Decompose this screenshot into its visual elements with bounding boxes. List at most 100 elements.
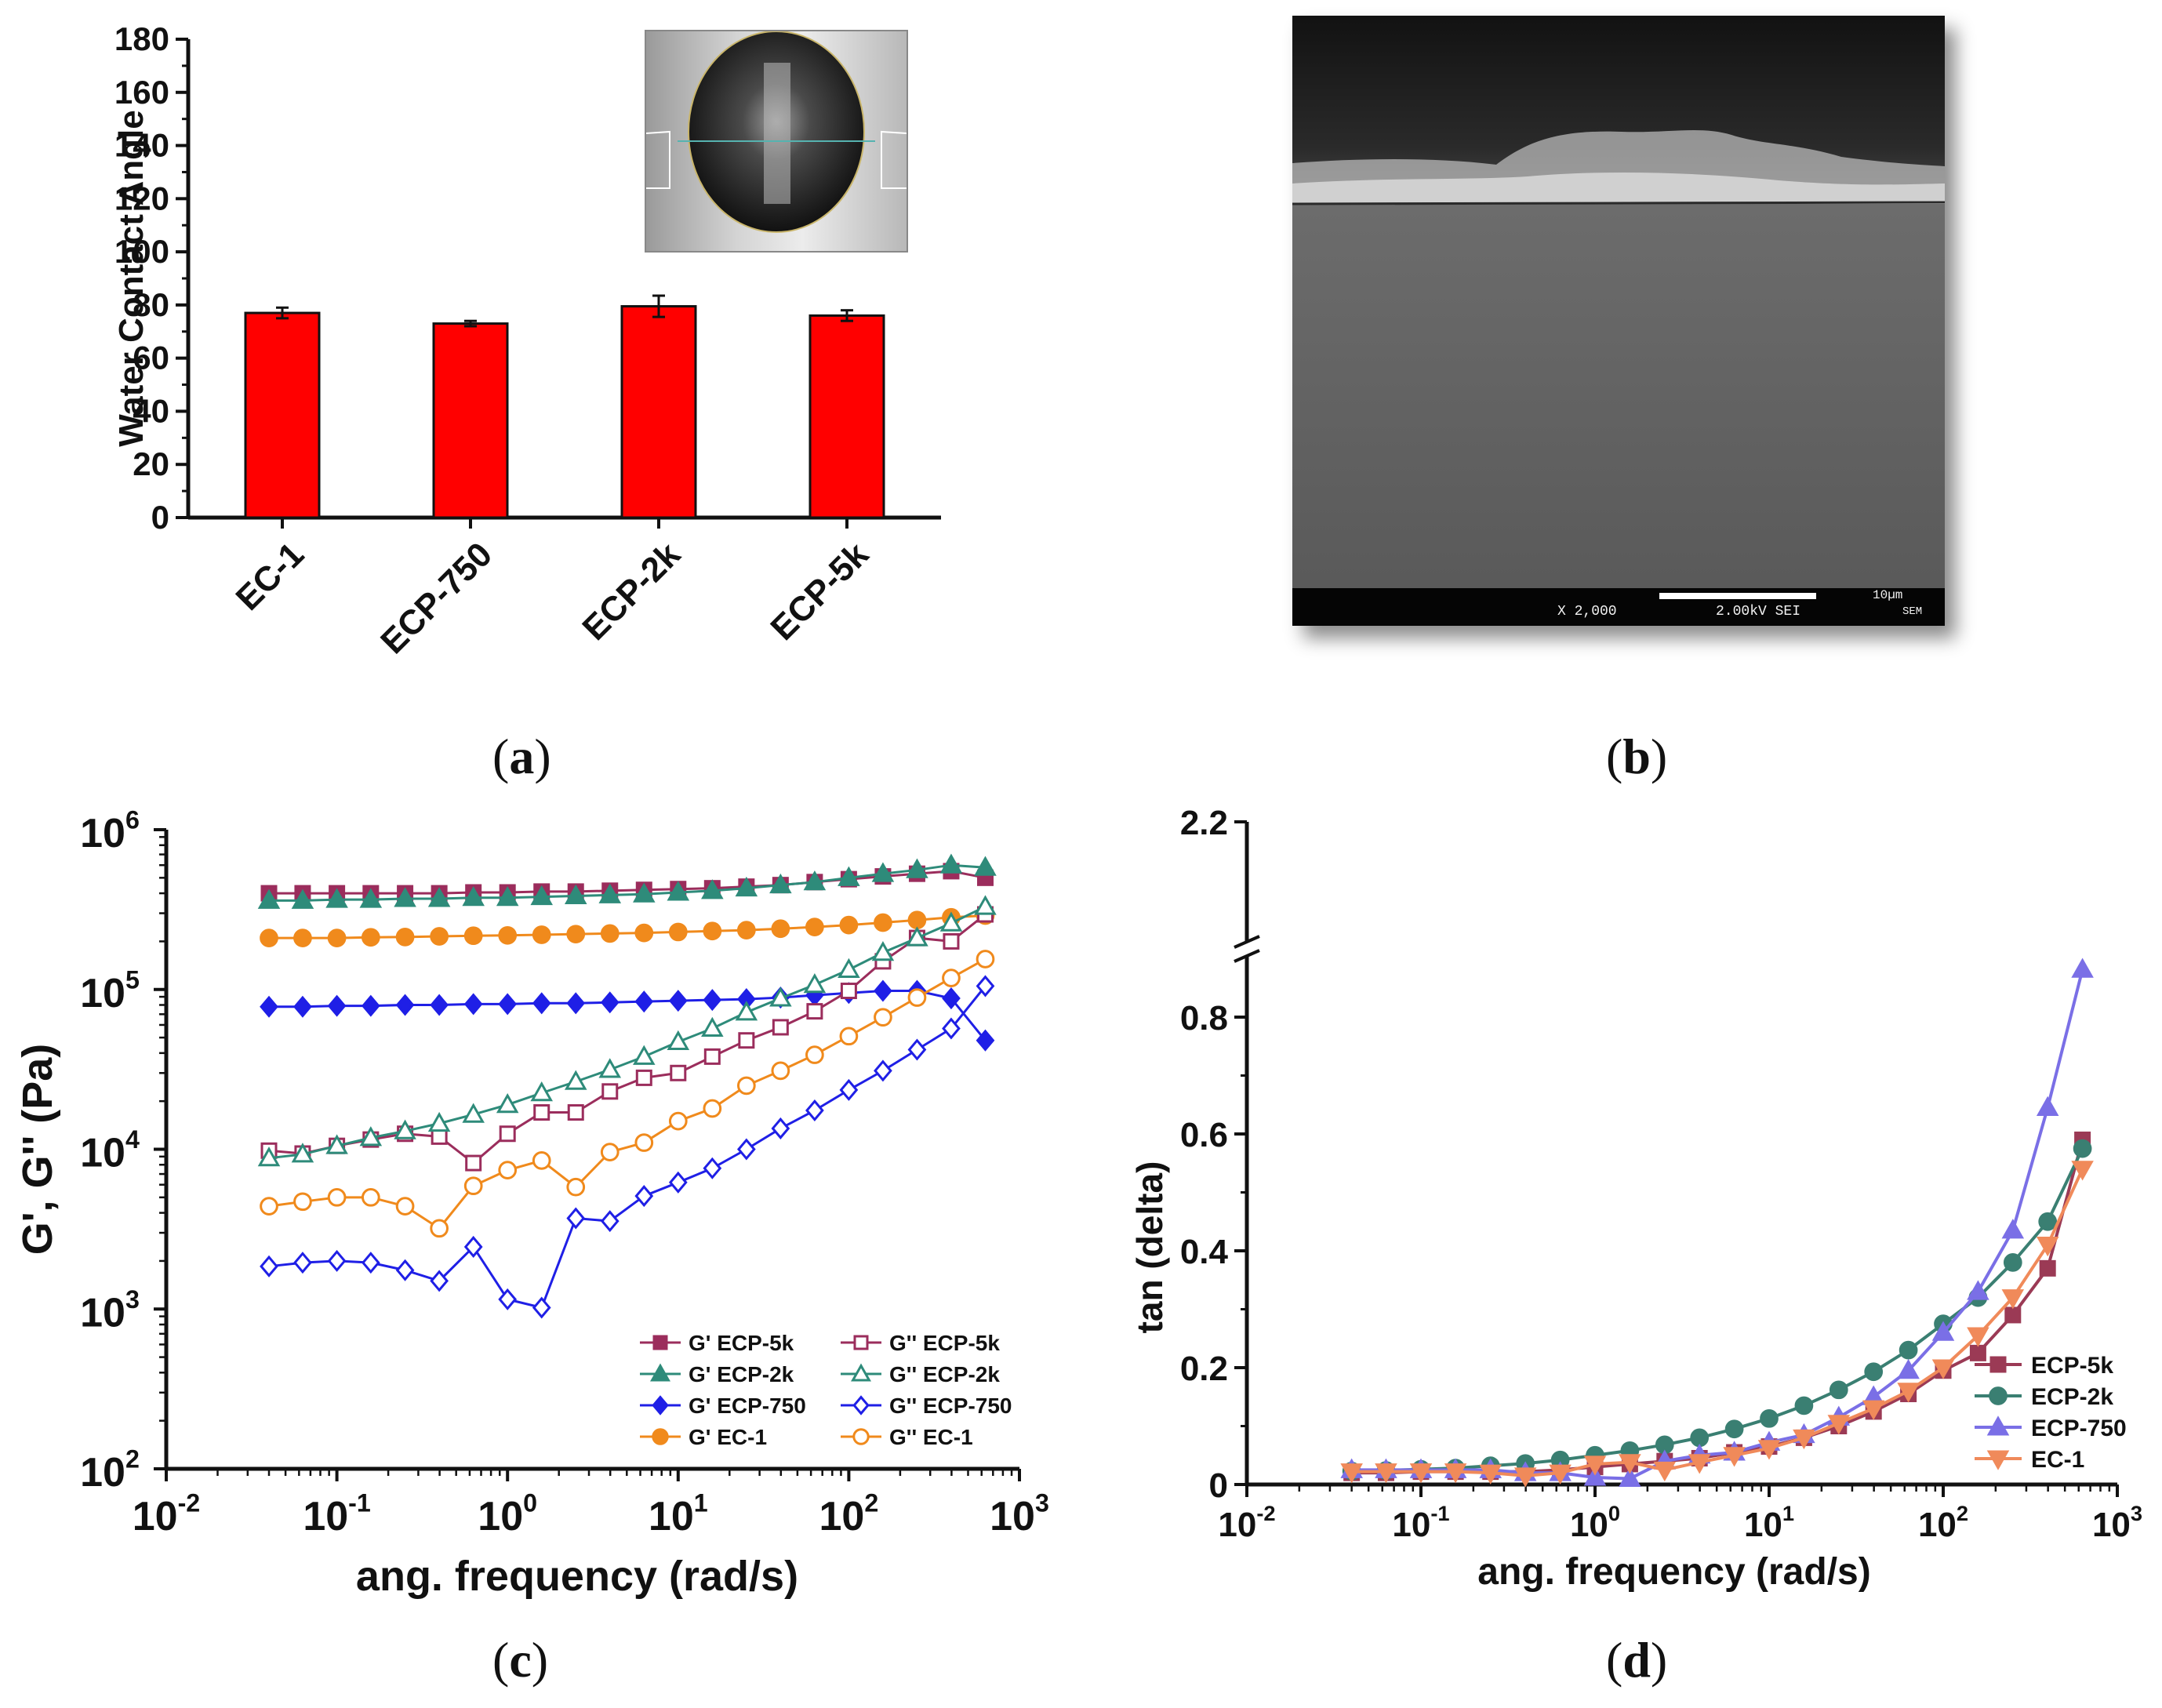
- c-point: [871, 941, 895, 961]
- c-point: [463, 1176, 483, 1196]
- c-point: [670, 1064, 687, 1081]
- c-point: [840, 983, 857, 1000]
- d-y-axis-label: tan (delta): [1129, 1161, 1170, 1334]
- c-point: [771, 1061, 790, 1081]
- panel-label-a: (a): [492, 729, 551, 784]
- c-point: [498, 1288, 518, 1310]
- c-point: [361, 1252, 380, 1274]
- d-point: [2003, 1253, 2022, 1272]
- c-point: [566, 1177, 586, 1197]
- c-point: [805, 1099, 824, 1122]
- c-point: [327, 1249, 347, 1272]
- svg-text:103: 103: [2092, 1501, 2142, 1544]
- svg-text:10-1: 10-1: [303, 1489, 371, 1539]
- d-point: [1724, 1419, 1744, 1439]
- d-point: [1967, 1280, 1989, 1300]
- c-point: [701, 1016, 724, 1037]
- svg-text:102: 102: [819, 1489, 879, 1539]
- c-point: [771, 919, 790, 939]
- c-point: [703, 921, 722, 941]
- c-point: [462, 886, 485, 907]
- c-point: [874, 1059, 892, 1082]
- c-point: [532, 1296, 551, 1319]
- d-point: [2001, 1219, 2025, 1239]
- c-point: [635, 1069, 652, 1086]
- c-point: [943, 932, 960, 950]
- c-point: [805, 1045, 824, 1064]
- svg-text:102: 102: [80, 1445, 140, 1495]
- d-point: [1409, 1463, 1433, 1484]
- d-y-tick-label: 0.2: [1180, 1350, 1228, 1388]
- c-point: [668, 922, 688, 942]
- svg-text:105: 105: [80, 965, 140, 1016]
- droplet-inset-photo: [645, 30, 908, 253]
- d-legend-label: ECP-750: [2031, 1415, 2127, 1441]
- svg-text:10-2: 10-2: [133, 1489, 201, 1539]
- c-point: [806, 1003, 823, 1020]
- c-point: [874, 1008, 892, 1027]
- c-y-tick-label: 104: [80, 1125, 140, 1176]
- c-point: [496, 886, 519, 907]
- c-point: [667, 881, 690, 901]
- c-point: [769, 873, 792, 894]
- c-point: [598, 883, 622, 903]
- d-point: [1899, 1340, 1918, 1360]
- c-x-tick-label: 10-1: [303, 1489, 371, 1539]
- sem-voltage: 2.00kV SEI: [1716, 604, 1801, 620]
- c-point: [530, 885, 553, 906]
- c-legend-marker: [853, 1335, 869, 1350]
- c-point: [907, 1038, 927, 1061]
- a-x-tick-label: ECP-2k: [575, 535, 688, 648]
- panel-label-b-letter: b: [1622, 729, 1651, 784]
- c-x-tick-label: 102: [819, 1489, 879, 1539]
- c-point: [976, 950, 995, 968]
- d-legend-label: EC-1: [2031, 1447, 2084, 1473]
- c-x-tick-label: 101: [649, 1489, 708, 1539]
- c-point: [803, 870, 827, 891]
- c-point: [942, 987, 961, 1010]
- c-point: [430, 1219, 449, 1238]
- c-legend-label: G' ECP-750: [689, 1394, 806, 1418]
- d-point: [1862, 1400, 1885, 1420]
- c-legend-marker: [852, 1428, 870, 1445]
- c-point: [463, 926, 483, 946]
- d-point: [1827, 1415, 1851, 1435]
- c-series-line-1: [269, 863, 986, 902]
- d-x-tick-label: 10-2: [1218, 1501, 1275, 1544]
- c-point: [430, 1270, 449, 1292]
- panel-label-c: (c): [492, 1632, 549, 1688]
- c-point: [498, 925, 518, 945]
- c-point: [634, 1133, 654, 1152]
- c-point: [939, 911, 963, 932]
- c-point: [907, 988, 927, 1007]
- c-x-tick-label: 103: [990, 1489, 1049, 1539]
- c-point: [600, 991, 620, 1014]
- c-point: [838, 958, 860, 979]
- c-point: [736, 921, 756, 939]
- c-point: [463, 1235, 483, 1258]
- d-x-axis-label: ang. frequency (rad/s): [1477, 1551, 1870, 1593]
- c-point: [598, 1058, 622, 1078]
- c-point: [394, 1119, 416, 1139]
- c-point: [327, 928, 347, 947]
- a-y-tick-label: 100: [114, 233, 169, 270]
- d-point: [1340, 1463, 1363, 1484]
- c-point: [906, 858, 928, 878]
- c-point: [359, 888, 383, 908]
- c-point: [703, 1157, 722, 1179]
- d-point: [1619, 1466, 1641, 1488]
- c-point: [293, 1192, 312, 1212]
- c-point: [874, 913, 892, 932]
- c-y-tick-label: 105: [80, 965, 140, 1016]
- bar-ecp-750: [432, 322, 509, 519]
- c-point: [703, 1048, 721, 1065]
- c-point: [874, 979, 892, 1002]
- c-point: [942, 1017, 961, 1040]
- svg-text:10-2: 10-2: [1218, 1501, 1275, 1544]
- c-point: [532, 1151, 551, 1170]
- c-point: [462, 1103, 485, 1123]
- sem-image: [1292, 16, 1945, 626]
- d-point: [1690, 1428, 1710, 1448]
- a-y-tick-label: 60: [133, 340, 169, 376]
- c-legend-marker: [852, 1395, 870, 1415]
